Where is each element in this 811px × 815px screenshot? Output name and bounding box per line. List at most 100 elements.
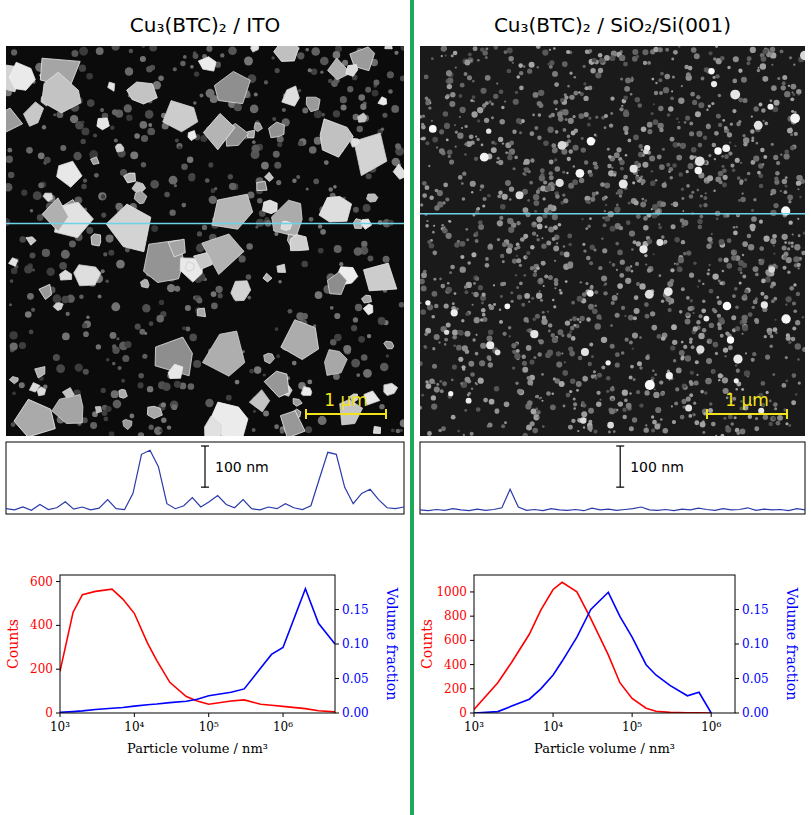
grain xyxy=(111,302,120,311)
grain xyxy=(621,306,625,310)
grain xyxy=(759,246,764,251)
grain xyxy=(116,337,119,340)
grain xyxy=(781,383,786,388)
grain xyxy=(720,281,725,286)
grain xyxy=(497,238,500,241)
grain xyxy=(548,115,552,119)
grain xyxy=(610,96,614,100)
grain xyxy=(380,363,389,372)
grain xyxy=(698,333,704,339)
grain xyxy=(527,380,533,386)
grain xyxy=(638,103,643,108)
grain xyxy=(400,429,403,432)
grain xyxy=(681,240,685,244)
grain xyxy=(694,420,699,425)
grain xyxy=(305,48,309,52)
crystal xyxy=(251,46,259,52)
grain xyxy=(426,383,432,389)
grain xyxy=(185,327,190,332)
grain xyxy=(734,287,738,291)
grain xyxy=(47,268,55,276)
crystal xyxy=(351,138,361,147)
grain xyxy=(473,282,476,285)
grain xyxy=(391,429,395,433)
plot-frame xyxy=(60,575,335,713)
grain xyxy=(718,373,723,378)
grain xyxy=(791,241,794,244)
grain xyxy=(636,241,641,246)
crystal xyxy=(123,419,132,429)
grain xyxy=(361,354,368,361)
grain xyxy=(470,181,476,187)
grain xyxy=(516,255,518,257)
grain xyxy=(686,296,690,300)
grain xyxy=(462,365,466,369)
grain xyxy=(752,306,755,309)
grain xyxy=(686,251,691,256)
grain xyxy=(441,46,446,51)
grain xyxy=(594,165,599,170)
grain xyxy=(183,55,187,59)
grain xyxy=(678,121,680,123)
grain xyxy=(573,397,576,400)
grain xyxy=(645,424,647,426)
grain xyxy=(533,415,539,421)
crystal xyxy=(39,284,52,299)
crystal xyxy=(205,416,222,436)
grain xyxy=(702,328,707,333)
grain xyxy=(676,155,682,161)
grain xyxy=(744,370,750,376)
grain xyxy=(784,190,788,194)
grain xyxy=(594,134,597,137)
grain xyxy=(633,134,639,140)
grain xyxy=(632,348,634,350)
grain xyxy=(709,323,714,328)
crystal xyxy=(274,46,299,61)
grain xyxy=(665,48,669,52)
grain xyxy=(59,262,67,270)
grain xyxy=(432,347,435,350)
grain xyxy=(480,47,485,52)
grain xyxy=(529,62,535,68)
grain xyxy=(135,324,141,330)
grain xyxy=(644,254,647,257)
grain xyxy=(167,425,171,429)
grain xyxy=(472,95,476,99)
grain xyxy=(723,347,728,352)
grain xyxy=(596,391,600,395)
grain xyxy=(607,148,610,151)
crystal xyxy=(254,123,262,132)
grain xyxy=(447,78,453,84)
grain xyxy=(124,341,131,348)
grain xyxy=(676,367,682,373)
grain xyxy=(647,61,651,65)
grain xyxy=(75,363,83,371)
grain xyxy=(633,378,636,381)
grain xyxy=(609,123,613,127)
grain xyxy=(481,302,484,305)
grain xyxy=(251,108,256,113)
grain xyxy=(699,215,703,219)
grain xyxy=(112,362,116,366)
crystal xyxy=(346,65,358,77)
grain xyxy=(25,311,32,318)
grain xyxy=(553,377,556,380)
grain xyxy=(474,157,478,161)
grain xyxy=(434,304,439,309)
grain xyxy=(670,345,675,350)
grain xyxy=(420,361,423,366)
grain xyxy=(602,248,607,253)
grain xyxy=(645,263,647,265)
grain xyxy=(508,151,512,155)
grain xyxy=(271,56,274,59)
grain xyxy=(728,414,733,419)
grain xyxy=(504,100,506,102)
grain xyxy=(485,263,490,268)
grain xyxy=(428,106,431,109)
grain xyxy=(533,92,539,98)
grain xyxy=(66,312,70,316)
grain xyxy=(683,345,687,349)
grain xyxy=(738,69,742,73)
grain xyxy=(554,158,557,161)
grain xyxy=(82,127,90,135)
